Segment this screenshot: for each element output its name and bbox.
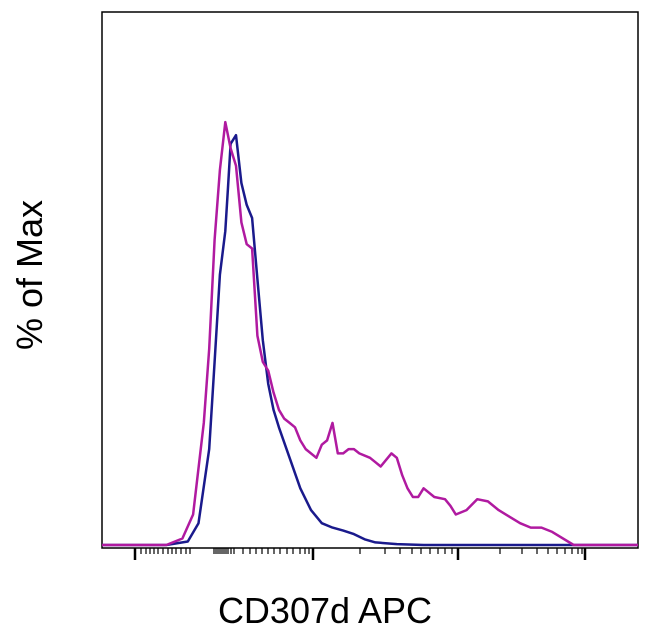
histogram-series-1 xyxy=(102,133,638,547)
x-axis-ticks xyxy=(133,548,587,560)
plot-frame xyxy=(101,11,639,549)
x-axis-label: CD307d APC xyxy=(217,590,433,631)
histogram-series-2 xyxy=(102,120,638,547)
histogram-curves xyxy=(102,120,638,547)
y-axis-label: % of Max xyxy=(9,199,50,351)
